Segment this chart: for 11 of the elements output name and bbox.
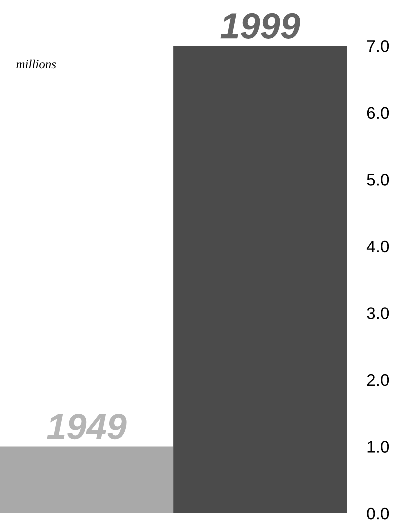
x-tick-label: 1999	[220, 13, 300, 39]
y-tick-label: 0.0	[367, 508, 390, 520]
y-tick-label: 4.0	[366, 240, 390, 253]
y-axis-title: millions	[16, 60, 56, 69]
x-tick-label: 1949	[47, 414, 127, 440]
y-tick-label: 6.0	[367, 107, 390, 120]
y-tick-label: 7.0	[367, 40, 390, 52]
y-tick-label: 3.0	[367, 308, 390, 320]
y-tick-label: 5.0	[367, 174, 390, 186]
y-tick-label: 1.0	[368, 441, 390, 453]
y-tick-label: 2.0	[367, 374, 390, 386]
